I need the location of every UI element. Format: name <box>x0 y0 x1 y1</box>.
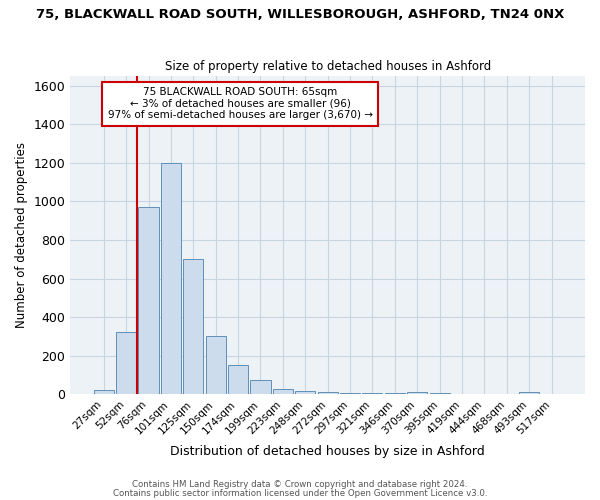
Y-axis label: Number of detached properties: Number of detached properties <box>15 142 28 328</box>
Bar <box>228 364 248 394</box>
Bar <box>250 380 271 394</box>
Bar <box>183 260 203 394</box>
Text: Contains public sector information licensed under the Open Government Licence v3: Contains public sector information licen… <box>113 489 487 498</box>
Bar <box>161 163 181 394</box>
Bar <box>139 208 158 394</box>
Text: Contains HM Land Registry data © Crown copyright and database right 2024.: Contains HM Land Registry data © Crown c… <box>132 480 468 489</box>
Bar <box>362 392 382 394</box>
Text: 75 BLACKWALL ROAD SOUTH: 65sqm
← 3% of detached houses are smaller (96)
97% of s: 75 BLACKWALL ROAD SOUTH: 65sqm ← 3% of d… <box>107 87 373 120</box>
Text: 75, BLACKWALL ROAD SOUTH, WILLESBOROUGH, ASHFORD, TN24 0NX: 75, BLACKWALL ROAD SOUTH, WILLESBOROUGH,… <box>36 8 564 20</box>
Bar <box>206 336 226 394</box>
Bar <box>295 390 316 394</box>
X-axis label: Distribution of detached houses by size in Ashford: Distribution of detached houses by size … <box>170 444 485 458</box>
Bar <box>519 392 539 394</box>
Bar <box>273 388 293 394</box>
Bar <box>407 392 427 394</box>
Bar <box>116 332 136 394</box>
Bar <box>317 392 338 394</box>
Bar <box>94 390 114 394</box>
Title: Size of property relative to detached houses in Ashford: Size of property relative to detached ho… <box>164 60 491 74</box>
